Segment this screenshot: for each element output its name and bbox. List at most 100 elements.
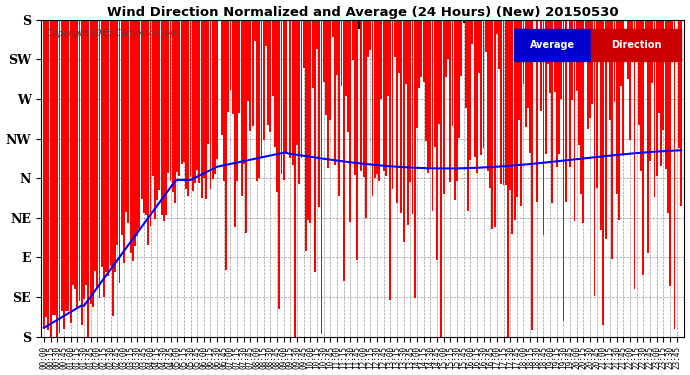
Bar <box>86 20 87 285</box>
Bar <box>374 20 375 178</box>
Bar <box>192 20 194 191</box>
Bar <box>456 20 458 181</box>
Bar <box>179 20 180 176</box>
Bar <box>531 20 533 330</box>
Bar <box>478 20 480 73</box>
Title: Wind Direction Normalized and Average (24 Hours) (New) 20150530: Wind Direction Normalized and Average (2… <box>107 6 618 18</box>
Bar <box>536 20 538 202</box>
Bar <box>436 20 438 261</box>
Bar <box>600 20 602 230</box>
Bar <box>396 20 398 203</box>
Bar <box>671 20 673 62</box>
Bar <box>480 20 482 155</box>
Bar <box>427 20 429 173</box>
Bar <box>633 20 635 290</box>
Bar <box>431 20 433 211</box>
Bar <box>423 20 424 82</box>
Bar <box>465 20 466 108</box>
Bar <box>332 20 333 37</box>
Bar <box>134 20 136 246</box>
Bar <box>434 20 435 147</box>
Bar <box>425 20 426 141</box>
Bar <box>263 20 265 140</box>
Bar <box>163 20 165 221</box>
Bar <box>678 20 680 148</box>
Bar <box>383 20 384 171</box>
Bar <box>604 20 607 239</box>
Bar <box>398 20 400 74</box>
Bar <box>553 20 555 92</box>
Bar <box>132 20 134 261</box>
Bar <box>363 20 364 177</box>
Bar <box>622 20 624 154</box>
Bar <box>400 20 402 213</box>
Bar <box>367 20 369 57</box>
Bar <box>176 20 178 172</box>
Bar <box>272 20 273 96</box>
Bar <box>201 20 203 198</box>
Bar <box>618 20 620 220</box>
Bar <box>525 20 526 127</box>
Bar <box>571 20 573 101</box>
Bar <box>112 20 114 316</box>
Bar <box>587 20 589 129</box>
Bar <box>210 20 211 189</box>
Bar <box>283 20 285 180</box>
Bar <box>498 20 500 69</box>
Bar <box>318 20 320 207</box>
Bar <box>680 20 682 206</box>
Bar <box>578 20 580 145</box>
Bar <box>669 20 671 286</box>
Bar <box>416 20 418 128</box>
Bar <box>667 20 669 213</box>
Bar <box>174 20 176 203</box>
Bar <box>549 20 551 93</box>
Bar <box>270 20 271 132</box>
Bar <box>647 20 649 253</box>
Bar <box>194 20 196 183</box>
Bar <box>576 20 578 91</box>
Bar <box>130 20 132 253</box>
Bar <box>97 20 98 287</box>
Bar <box>551 20 553 204</box>
Bar <box>148 20 149 245</box>
Bar <box>298 20 300 184</box>
Bar <box>631 20 633 61</box>
Bar <box>662 20 664 130</box>
Bar <box>234 20 236 227</box>
Bar <box>409 20 411 182</box>
Bar <box>640 20 642 171</box>
Bar <box>119 20 121 284</box>
Bar <box>544 20 546 154</box>
Bar <box>292 20 293 165</box>
Bar <box>243 20 245 164</box>
Bar <box>664 20 667 170</box>
Bar <box>325 20 327 115</box>
Bar <box>476 20 477 174</box>
Bar <box>327 20 329 168</box>
Bar <box>278 20 280 309</box>
Bar <box>70 20 72 323</box>
Bar <box>63 20 65 328</box>
Bar <box>83 20 85 299</box>
Bar <box>449 20 451 182</box>
Text: Direction: Direction <box>611 40 661 50</box>
Bar <box>48 20 50 330</box>
Bar <box>467 20 469 211</box>
Bar <box>309 20 311 223</box>
Bar <box>205 20 207 199</box>
Bar <box>514 29 591 61</box>
Bar <box>542 20 544 235</box>
Bar <box>607 20 609 38</box>
Bar <box>507 20 509 337</box>
Bar <box>635 20 638 47</box>
Bar <box>414 20 415 298</box>
Bar <box>615 20 618 194</box>
Bar <box>354 20 356 175</box>
Bar <box>214 20 216 174</box>
Bar <box>469 20 471 160</box>
Bar <box>81 20 83 324</box>
Bar <box>154 20 156 219</box>
Bar <box>241 20 242 196</box>
Bar <box>405 20 407 84</box>
